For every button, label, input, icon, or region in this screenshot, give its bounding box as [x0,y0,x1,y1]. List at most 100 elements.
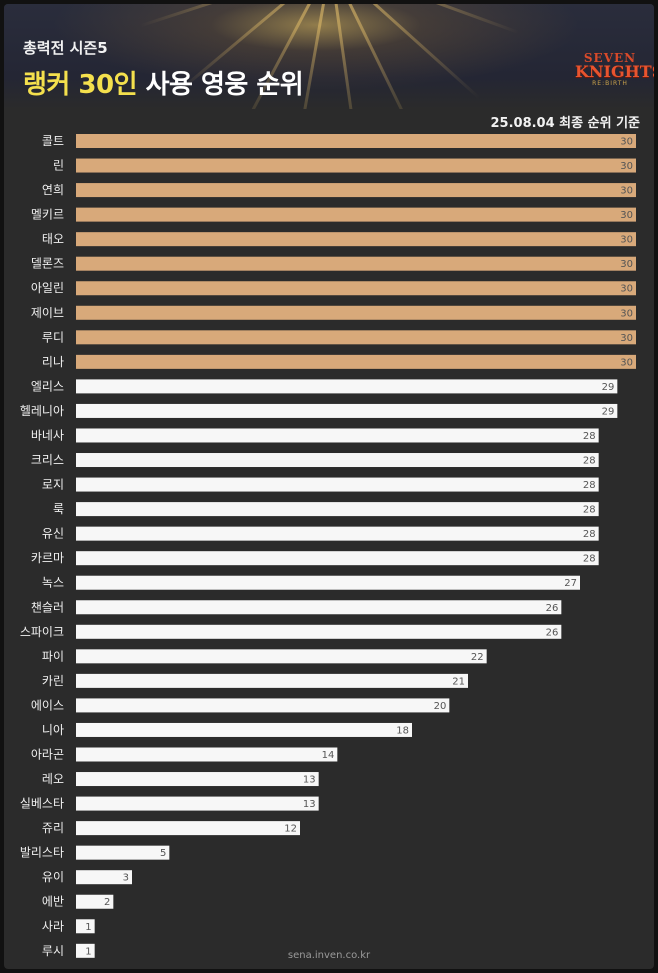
data-label: 22 [471,652,484,663]
hero-label: 쥬리 [42,821,64,835]
hero-label: 레오 [42,772,64,786]
data-label: 30 [620,235,633,246]
hero-label: 파이 [42,649,64,663]
bar [76,379,618,394]
date-note: 25.08.04 최종 순위 기준 [490,116,641,131]
hero-label: 멜키르 [31,208,64,222]
data-label: 28 [583,505,596,516]
data-label: 28 [583,456,596,467]
bar [76,575,580,590]
logo-line-3: RE:BIRTH [592,80,628,87]
hero-label: 엘리스 [31,379,64,393]
hero-label: 녹스 [42,576,64,590]
bar [76,943,95,958]
hero-label: 카린 [42,674,64,688]
bar [76,453,599,468]
bar [76,796,319,811]
bar [76,134,636,148]
bar [76,502,599,517]
bar [76,207,636,222]
hero-label: 룩 [53,502,64,516]
hero-label: 사라 [42,919,64,933]
bar [76,526,599,541]
hero-label: 에이스 [31,698,64,712]
hero-label: 연희 [42,183,64,197]
data-label: 30 [620,137,633,148]
data-label: 1 [85,922,91,933]
hero-label: 루디 [42,330,64,344]
hero-usage-bar-chart: 콜트 30 린 30 연희 30 멜키르 30 태오 30 델론즈 30 아일린 30 제이브 30 루디 30 리… [20,134,636,958]
bar [76,158,636,173]
data-label: 29 [602,406,615,417]
hero-label: 카르마 [31,551,64,565]
hero-label: 발리스타 [20,846,64,860]
data-label: 26 [546,603,559,614]
bar [76,772,319,787]
logo-line-2: KNIGHTS [575,62,654,81]
bar [76,845,170,860]
data-label: 30 [620,259,633,270]
header-banner: 총력전 시즌5 랭커 30인 사용 영웅 순위 SEVEN KNIGHTS RE… [4,4,654,109]
hero-label: 태오 [42,232,64,246]
data-label: 30 [620,284,633,295]
infographic-frame: 총력전 시즌5 랭커 30인 사용 영웅 순위 SEVEN KNIGHTS RE… [4,4,654,969]
bar [76,281,636,296]
hero-label: 챈슬러 [31,600,64,614]
bar [76,919,95,934]
hero-label: 린 [53,159,64,173]
bar [76,698,450,713]
hero-label: 리나 [42,355,64,369]
data-label: 2 [104,897,110,908]
bar [76,477,599,492]
data-label: 30 [620,210,633,221]
page-title: 랭커 30인 사용 영웅 순위 [23,64,304,101]
data-label: 3 [123,873,129,884]
data-label: 28 [583,480,596,491]
data-label: 13 [303,799,316,810]
data-label: 30 [620,161,633,172]
bar [76,403,618,418]
hero-label: 크리스 [31,453,64,467]
bar [76,673,468,688]
bar [76,183,636,198]
data-label: 18 [396,725,409,736]
data-label: 13 [303,775,316,786]
hero-label: 헬레니아 [20,404,64,418]
data-label: 27 [564,578,577,589]
data-label: 20 [434,701,447,712]
hero-label: 유이 [42,870,64,884]
hero-label: 스파이크 [20,625,64,639]
data-label: 21 [452,676,465,687]
data-label: 28 [583,529,596,540]
bar [76,354,636,369]
bar [76,722,412,737]
bar [76,894,114,909]
hero-label: 아일린 [31,281,64,295]
hero-label: 콜트 [42,134,64,148]
data-label: 5 [160,848,166,859]
hero-label: 제이브 [31,306,64,320]
bar [76,821,300,836]
bar [76,649,487,664]
hero-label: 로지 [42,478,64,492]
bar [76,600,562,615]
data-label: 30 [620,333,633,344]
hero-label: 실베스타 [20,797,64,811]
source-footer: sena.inven.co.kr [287,950,371,961]
data-label: 12 [284,824,297,835]
hero-label: 아라곤 [31,748,64,762]
title-highlight: 랭커 30인 [23,70,138,100]
data-label: 30 [620,357,633,368]
bar [76,747,338,762]
bar [76,330,636,345]
hero-label: 유신 [42,527,64,541]
title-rest: 사용 영웅 순위 [145,70,304,100]
data-label: 30 [620,186,633,197]
bar [76,551,599,566]
logo-line-1: SEVEN [583,51,637,65]
game-logo: SEVEN KNIGHTS RE:BIRTH [575,51,654,92]
bar [76,256,636,271]
bar [76,232,636,247]
hero-label: 루시 [42,944,64,958]
hero-label: 델론즈 [31,257,64,271]
